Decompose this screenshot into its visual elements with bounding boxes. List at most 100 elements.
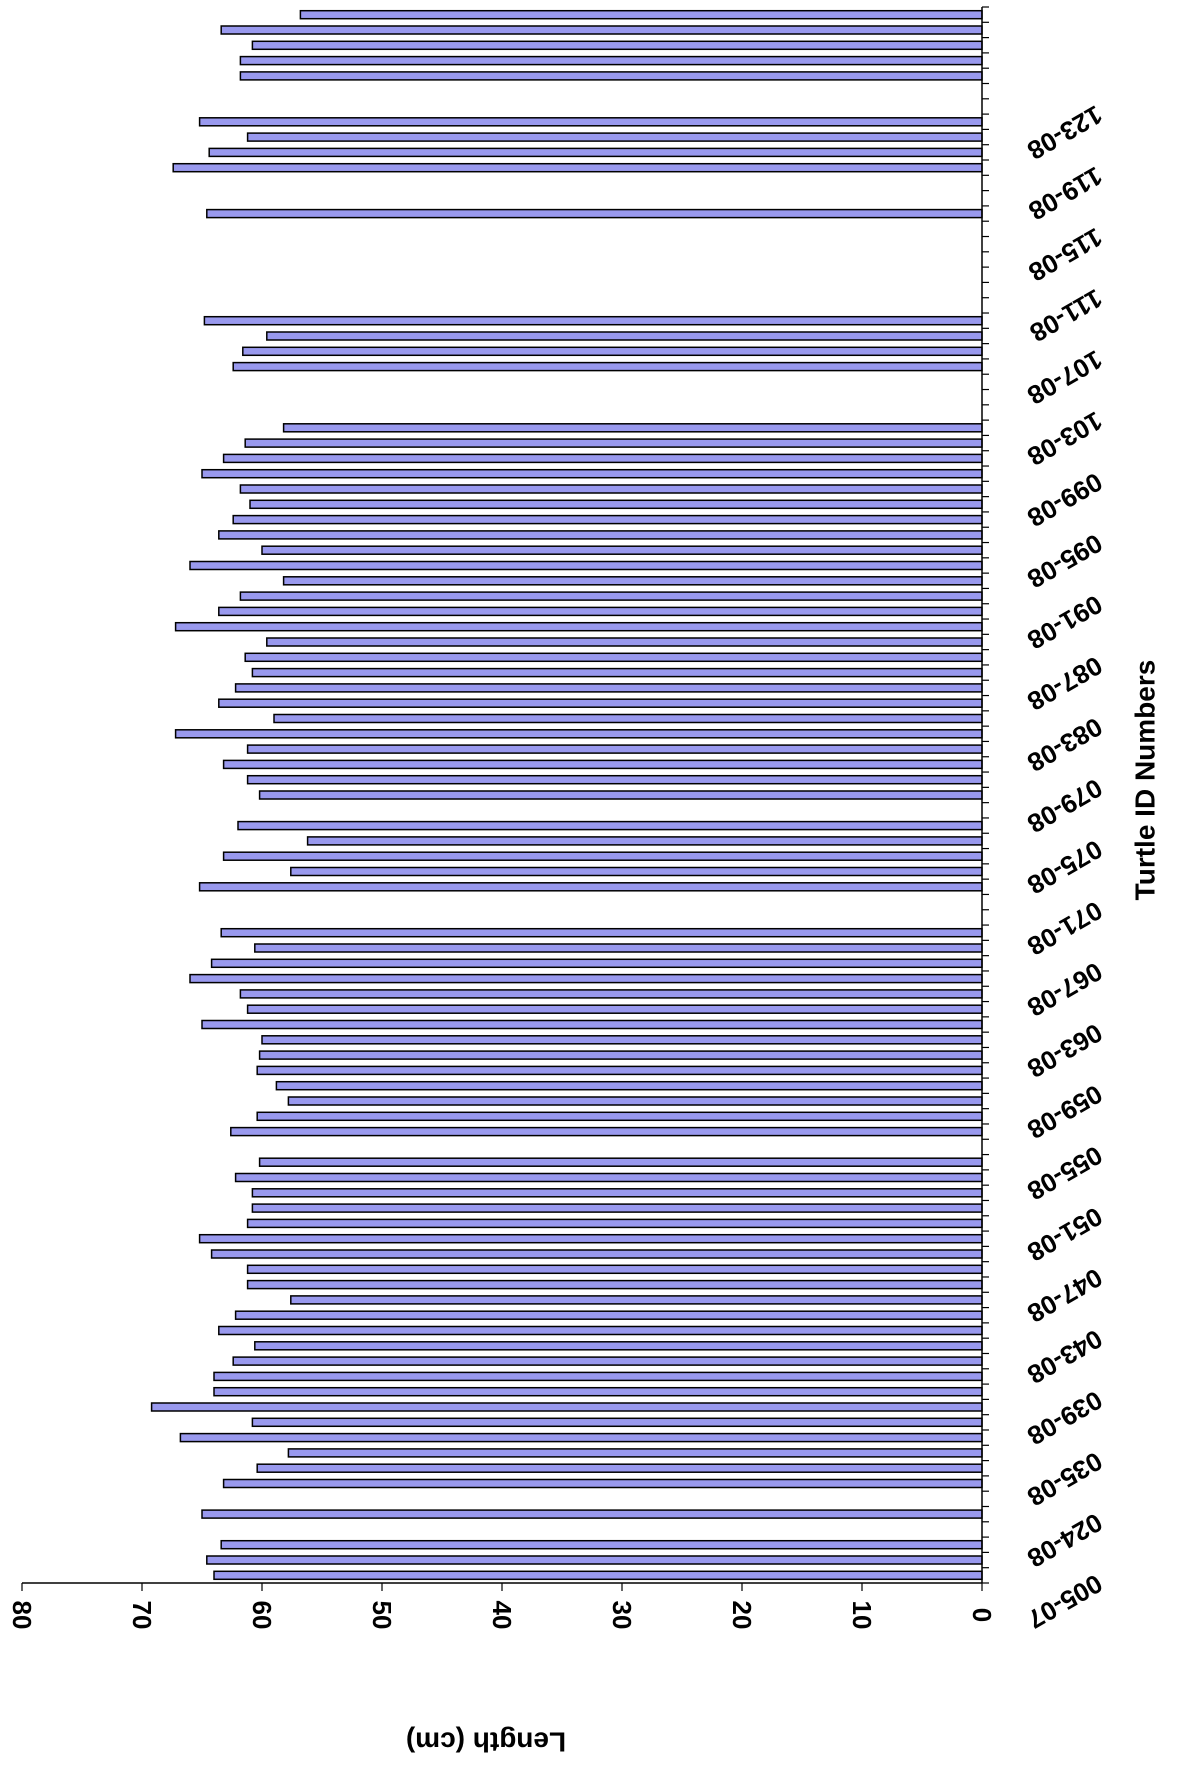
value-tick-label: 60 [247, 1601, 277, 1630]
category-tick-label: 071-08 [1022, 895, 1107, 961]
value-tick-label: 0 [967, 1608, 997, 1622]
bar [251, 40, 983, 51]
category-tick-label: 083-08 [1022, 712, 1107, 778]
category-tick-label: 047-08 [1022, 1262, 1107, 1328]
bar [282, 423, 983, 433]
category-tick-label: 067-08 [1022, 956, 1107, 1022]
bar [290, 1295, 983, 1305]
bar [246, 1264, 983, 1275]
category-tick-label: 055-08 [1022, 1140, 1107, 1206]
value-tick-label: 40 [487, 1601, 517, 1630]
bar [201, 1509, 983, 1519]
bar [179, 1432, 983, 1443]
category-tick-label: 087-08 [1022, 650, 1107, 716]
bar [218, 530, 983, 540]
bar [203, 315, 983, 326]
category-tick-label: 095-08 [1022, 528, 1107, 594]
category-tick-label: 115-08 [1024, 222, 1108, 288]
bar [246, 132, 983, 142]
category-tick-label: 107-08 [1022, 344, 1107, 410]
bar [239, 989, 983, 999]
category-tick-label: 079-08 [1022, 773, 1107, 839]
bar [210, 1249, 983, 1259]
bar [251, 1188, 983, 1198]
bar [287, 1448, 983, 1458]
bar [254, 943, 983, 953]
bar [275, 1080, 983, 1091]
bar [244, 438, 983, 448]
bar [244, 652, 983, 663]
category-tick-label: 043-08 [1022, 1324, 1107, 1390]
bar [249, 499, 983, 510]
bar [251, 1417, 983, 1428]
bar [234, 683, 983, 693]
bar [256, 1065, 983, 1076]
bar [213, 1386, 983, 1397]
bar [246, 1218, 983, 1229]
bar [251, 667, 983, 678]
category-tick-label: 059-08 [1022, 1079, 1107, 1145]
bar [246, 1004, 983, 1014]
category-tick-label: 123-08 [1022, 99, 1107, 165]
bar [218, 1325, 983, 1336]
value-tick-label: 50 [367, 1601, 397, 1630]
category-axis-title: Turtle ID Numbers [1130, 660, 1161, 901]
value-tick-label: 30 [607, 1601, 637, 1630]
bar [287, 1096, 983, 1106]
bar [254, 1341, 983, 1351]
bar [258, 790, 983, 800]
bar [208, 147, 983, 158]
bar [242, 346, 983, 357]
category-tick-label: 091-08 [1022, 589, 1107, 655]
value-tick-label: 70 [127, 1601, 157, 1630]
bar [266, 637, 983, 647]
value-axis-title: Length (cm) [406, 1727, 566, 1758]
bar [239, 71, 983, 81]
category-tick-label: 075-08 [1022, 834, 1107, 900]
bar [234, 1310, 983, 1320]
bar [232, 514, 983, 525]
bar [189, 973, 983, 984]
bar [256, 1111, 983, 1122]
bar [189, 560, 983, 571]
bar [174, 621, 983, 632]
bar [258, 1050, 983, 1060]
category-tick-label: 119-08 [1024, 161, 1108, 227]
bar [232, 1356, 983, 1366]
bar [206, 208, 983, 219]
bar [198, 117, 983, 127]
category-tick-label: 035-08 [1022, 1446, 1107, 1512]
bar [222, 759, 983, 770]
category-tick-label: 111-08 [1025, 283, 1108, 348]
bar [218, 698, 983, 708]
bar [261, 545, 983, 555]
category-tick-label: 063-08 [1022, 1018, 1107, 1084]
bars [150, 9, 983, 1581]
bar [239, 591, 983, 601]
bar [172, 162, 983, 173]
bar [239, 55, 983, 66]
bar [299, 9, 983, 20]
bar [306, 836, 983, 846]
bar [222, 1478, 983, 1489]
bar [234, 1172, 983, 1183]
bar [251, 1203, 983, 1213]
bar [220, 1539, 983, 1550]
bar [213, 1371, 983, 1382]
bar [220, 25, 983, 35]
category-tick-label: 024-08 [1022, 1507, 1107, 1573]
bar [273, 713, 983, 724]
bar [258, 1157, 983, 1167]
category-tick-label: 005-07 [1022, 1568, 1107, 1634]
category-tick-label: 051-08 [1022, 1201, 1107, 1267]
bar [230, 1126, 983, 1137]
bar [246, 744, 983, 754]
bar [210, 958, 983, 969]
bar [239, 484, 983, 494]
category-tick-label: 039-08 [1022, 1385, 1107, 1451]
value-tick-label: 80 [7, 1601, 37, 1630]
ticks [21, 6, 989, 1591]
bar [222, 851, 983, 861]
bar [201, 468, 983, 479]
